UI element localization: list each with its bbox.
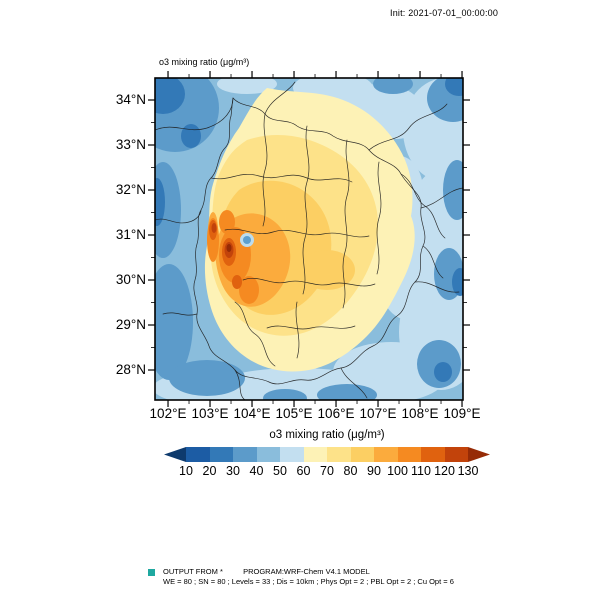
y-tick-label: 33°N <box>115 137 146 152</box>
colorbar-box <box>186 447 210 462</box>
colorbar-tick-label: 70 <box>320 464 334 478</box>
x-tick-label: 102°E <box>149 406 187 421</box>
x-tick-label: 109°E <box>443 406 481 421</box>
map-fill-layer <box>155 78 463 400</box>
fill-dark-blue <box>155 78 463 382</box>
colorbar-box <box>209 447 233 462</box>
axis-ticks <box>148 71 470 407</box>
colorbar-tick-label: 40 <box>249 464 264 478</box>
colorbar-tick-label: 90 <box>367 464 381 478</box>
y-tick-label: 28°N <box>115 362 146 377</box>
colorbar-box <box>280 447 304 462</box>
colorbar-box <box>233 447 257 462</box>
footer-marker <box>148 569 155 576</box>
colorbar-box <box>444 447 468 462</box>
colorbar-tick-label: 120 <box>434 464 455 478</box>
colorbar-tick-label: 50 <box>273 464 287 478</box>
footer-line-1: OUTPUT FROM * PROGRAM:WRF-Chem V4.1 MODE… <box>163 567 454 577</box>
colorbar-left-arrow <box>164 447 186 462</box>
x-tick-label: 103°E <box>191 406 229 421</box>
x-tick-label: 108°E <box>401 406 439 421</box>
y-tick-label: 29°N <box>115 317 146 332</box>
fill-dark-red <box>226 244 232 252</box>
colorbar-box <box>303 447 327 462</box>
x-tick-label: 107°E <box>359 406 397 421</box>
footer-output-from: OUTPUT FROM * <box>163 567 223 576</box>
colorbar-tick-labels: 10 20 30 40 50 60 70 80 90 100 110 120 130 <box>164 464 490 479</box>
colorbar-tick-label: 10 <box>179 464 193 478</box>
colorbar-box <box>350 447 374 462</box>
x-tick-label: 106°E <box>317 406 355 421</box>
x-tick-label: 104°E <box>233 406 271 421</box>
colorbar-tick-label: 20 <box>202 464 217 478</box>
colorbar-tick-label: 60 <box>296 464 311 478</box>
colorbar-box <box>397 447 421 462</box>
colorbar-tick-label: 110 <box>411 464 431 478</box>
colorbar-right-arrow <box>468 447 490 462</box>
colorbar-box <box>374 447 398 462</box>
y-tick-label: 32°N <box>115 182 146 197</box>
init-time-label: Init: 2021-07-01_00:00:00 <box>390 8 499 18</box>
colorbar-tick-label: 80 <box>343 464 358 478</box>
footer-line-2: WE = 80 ; SN = 80 ; Levels = 33 ; Dis = … <box>163 576 454 586</box>
colorbar-title: o3 mixing ratio (μg/m³) <box>269 429 385 441</box>
x-tick-label: 105°E <box>275 406 313 421</box>
colorbar-bar <box>164 447 490 462</box>
plot-frame <box>154 77 464 401</box>
colorbar-box <box>256 447 280 462</box>
plot-title: o3 mixing ratio (μg/m³) <box>159 57 250 67</box>
admin-boundaries <box>155 81 463 400</box>
colorbar-tick-label: 30 <box>226 464 240 478</box>
colorbar-tick-label: 130 <box>457 464 479 478</box>
colorbar-box <box>421 447 445 462</box>
y-tick-label: 31°N <box>115 227 146 242</box>
footer-program: PROGRAM:WRF-Chem V4.1 MODEL <box>243 567 370 576</box>
low-spot-lake <box>240 233 254 247</box>
colorbar-box <box>327 447 351 462</box>
y-tick-label: 30°N <box>115 272 146 287</box>
footer: OUTPUT FROM * PROGRAM:WRF-Chem V4.1 MODE… <box>148 567 454 586</box>
colorbar-tick-label: 100 <box>387 464 408 478</box>
map-plot <box>148 71 470 407</box>
y-tick-label: 34°N <box>115 92 146 107</box>
